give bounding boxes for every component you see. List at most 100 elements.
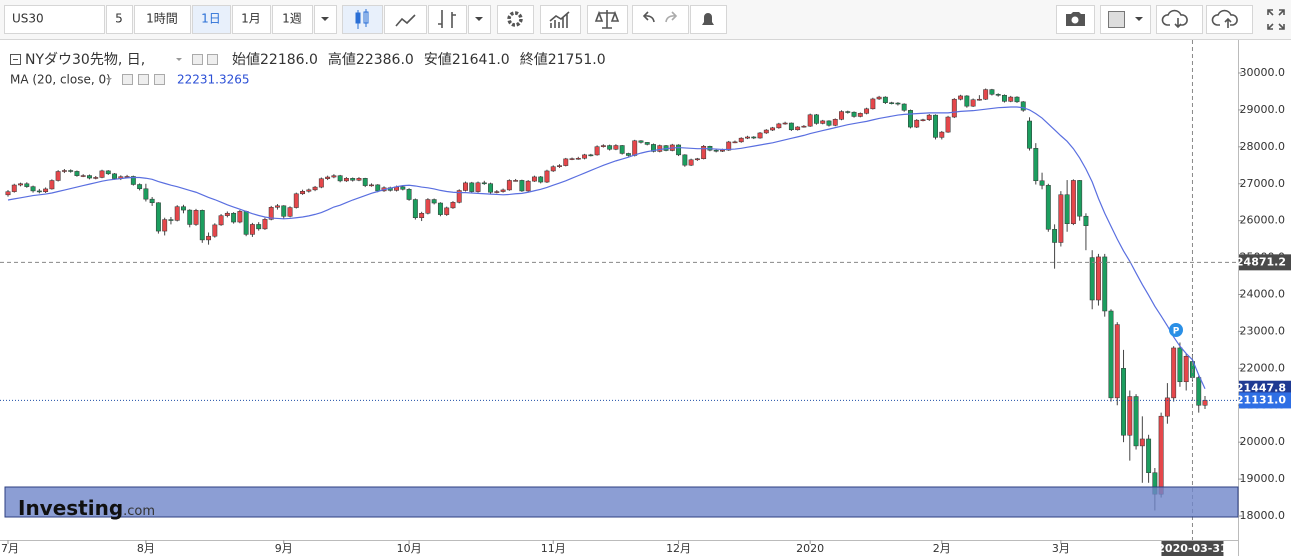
candle-body-down	[488, 183, 494, 193]
candle-body-down	[651, 144, 656, 152]
ma-value: 22231.3265	[177, 73, 250, 87]
crosshair-y-box	[1239, 254, 1291, 271]
y-tick-label: 30000.0	[1240, 66, 1286, 79]
candle-body-down	[87, 175, 92, 179]
candle-body-up	[600, 145, 606, 147]
candle-body-down	[30, 186, 36, 192]
candle-body-up	[5, 191, 11, 196]
bar-type-button[interactable]	[428, 5, 467, 34]
x-tick-label: 12月	[666, 542, 691, 555]
candle-body-up	[776, 123, 782, 129]
eye-icon[interactable]	[192, 54, 203, 65]
logo-band	[4, 486, 1239, 518]
symbol-input[interactable]	[4, 5, 105, 34]
interval-label: 1時間	[146, 12, 178, 26]
line-type-button[interactable]	[384, 5, 427, 34]
event-marker[interactable]	[1169, 323, 1183, 337]
interval-buttons: 1時間 1日 1月 1週	[134, 5, 313, 34]
crosshair-x-box	[1161, 541, 1224, 556]
candle-type-button[interactable]	[342, 5, 383, 34]
candle-body-up	[425, 199, 431, 214]
candle-body-up	[356, 178, 362, 181]
interval-button[interactable]	[134, 5, 191, 34]
indicator-icon	[549, 11, 570, 28]
candle-body-down	[1045, 185, 1051, 230]
candle-body-down	[1121, 368, 1126, 436]
candle-body-up	[544, 170, 550, 183]
candle-body-up	[945, 116, 951, 133]
camera-lens	[1071, 16, 1079, 24]
interval-button[interactable]	[192, 5, 231, 34]
interval-label: 1週	[282, 12, 302, 26]
interval-input[interactable]	[106, 5, 133, 34]
candle-body-up	[857, 113, 863, 117]
close-icon[interactable]	[154, 74, 165, 85]
eye-icon[interactable]	[122, 74, 133, 85]
logo-suffix: .com	[123, 504, 155, 519]
candle-body-up	[1127, 396, 1133, 436]
candle-body-down	[1033, 148, 1039, 182]
candle-body-down	[889, 102, 895, 104]
candle-body-down	[24, 183, 30, 187]
candle-body-up	[1202, 400, 1208, 406]
fullscreen-icon[interactable]	[1267, 9, 1285, 30]
y-tick-label: 28000.0	[1240, 140, 1286, 153]
settings-icon[interactable]	[207, 54, 218, 65]
candle-body-up	[463, 182, 468, 191]
candle-body-down	[337, 175, 343, 182]
candle-body-down	[406, 189, 412, 200]
candle-body-up	[80, 175, 86, 177]
candle-body-up	[287, 207, 293, 217]
x-tick-label: 2月	[933, 542, 951, 555]
interval-label: 1日	[201, 12, 221, 26]
y-tick-label: 24000.0	[1240, 288, 1286, 301]
candle-body-up	[970, 99, 976, 107]
candle-body-up	[1096, 256, 1101, 301]
candle-body-up	[450, 202, 456, 209]
line-icon	[395, 14, 416, 27]
candle-body-up	[306, 189, 312, 192]
candle-body-up	[500, 189, 506, 192]
y-tick-label: 18000.0	[1240, 509, 1286, 522]
candle-body-up	[506, 180, 512, 191]
interval-button[interactable]	[232, 5, 271, 34]
candle-body-up	[1183, 356, 1189, 383]
candle-body-down	[469, 182, 475, 192]
candle-body-down	[281, 205, 287, 217]
candle-body-up	[1139, 438, 1145, 447]
candle-body-up	[807, 114, 813, 127]
candle-body-up	[839, 111, 844, 120]
candle-body-up	[920, 119, 926, 121]
candle-body-up	[575, 157, 581, 160]
candle-body-up	[1114, 324, 1120, 399]
load-button[interactable]	[1156, 5, 1203, 34]
candle-body-down	[644, 142, 650, 145]
interval-button[interactable]	[272, 5, 313, 34]
candle-body-down	[1108, 310, 1114, 399]
undo-redo[interactable]	[632, 5, 689, 34]
candle-body-down	[989, 89, 995, 95]
candle-body-up	[237, 211, 243, 223]
undo-icon	[642, 11, 655, 23]
cloud-down-icon	[1161, 9, 1188, 29]
candle-body-up	[1070, 180, 1076, 224]
candle-body-down	[350, 178, 356, 181]
candle-body-down	[1177, 347, 1183, 383]
y-tick-label: 27000.0	[1240, 177, 1286, 190]
settings-button[interactable]	[497, 5, 534, 34]
candle-body-down	[619, 145, 625, 154]
candle-body-up	[224, 212, 230, 216]
candle-body-up	[926, 114, 932, 120]
candle-body-up	[174, 206, 180, 221]
last-price-box	[1239, 392, 1291, 409]
collapse-icon[interactable]	[10, 54, 21, 65]
candle-body-up	[569, 158, 575, 160]
settings-icon[interactable]	[138, 74, 149, 85]
ohlc-value: 22386.0	[356, 52, 414, 68]
candle-body-up	[494, 191, 500, 193]
candle-body-up	[914, 119, 920, 128]
candle-body-up	[99, 170, 105, 178]
ohlc-name: 高値	[328, 51, 356, 68]
candle-body-down	[243, 211, 249, 235]
